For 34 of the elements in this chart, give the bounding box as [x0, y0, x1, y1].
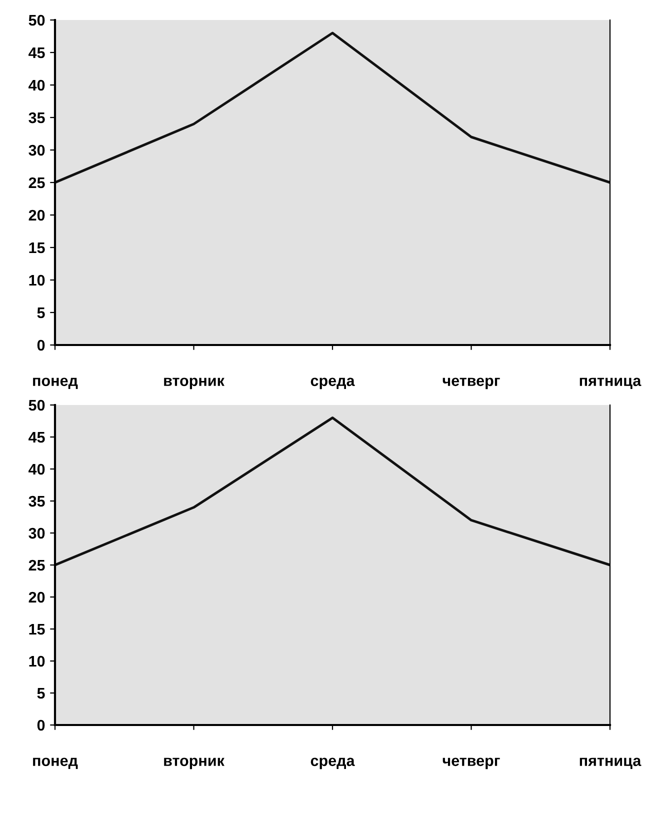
y-tick-label: 15: [29, 624, 45, 635]
y-tick-label: 35: [28, 112, 45, 124]
y-tick-label: 30: [28, 144, 45, 156]
x-tick-label: вторник: [164, 758, 224, 770]
y-tick-label: 15: [29, 242, 45, 254]
y-tick-label: 10: [29, 656, 45, 667]
y-tick-label: 45: [28, 48, 45, 58]
x-tick-label: среда: [310, 378, 355, 390]
line-series: [55, 416, 610, 566]
y-tick-label: 20: [28, 592, 45, 603]
x-tick-label: пятница: [580, 758, 642, 769]
y-tick-label: 50: [28, 400, 45, 411]
y-tick-label: 10: [29, 274, 45, 286]
y-tick-label: 0: [37, 720, 45, 731]
y-tick-label: 35: [28, 496, 45, 507]
y-tick-label: 50: [28, 14, 45, 26]
line-series: [55, 32, 610, 184]
y-tick-label: 20: [28, 210, 45, 221]
y-tick-label: 5: [37, 688, 45, 699]
y-tick-label: 45: [28, 432, 45, 443]
x-tick-label: четверг: [442, 378, 500, 390]
x-tick-label: четверг: [442, 758, 500, 770]
x-tick-label: среда: [310, 758, 355, 770]
y-tick-label: 25: [28, 560, 45, 571]
x-tick-label: пятница: [580, 378, 642, 389]
y-tick-label: 40: [28, 464, 45, 475]
x-tick-label: понед: [33, 758, 78, 769]
x-tick-label: понед: [33, 378, 78, 389]
x-tick-label: вторник: [164, 378, 224, 390]
y-tick-label: 40: [28, 80, 45, 91]
y-tick-label: 5: [37, 308, 45, 318]
y-tick-label: 25: [28, 177, 45, 188]
y-tick-label: 30: [28, 528, 45, 539]
y-tick-label: 0: [37, 340, 45, 351]
